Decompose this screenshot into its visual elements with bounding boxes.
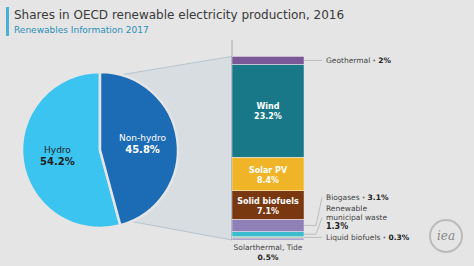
segment-value: 0.5% xyxy=(258,253,279,262)
segment-value: 8.4% xyxy=(257,176,279,185)
bar-stack xyxy=(232,56,304,240)
slice-label: Non-hydro xyxy=(119,133,166,143)
bar-segment xyxy=(232,64,304,157)
leader-line xyxy=(304,237,322,238)
segment-label: Renewablemunicipal waste xyxy=(326,204,388,222)
labels: Solarthermal, Tide0.5% Solid biofuels7.1%… xyxy=(234,56,410,262)
segment-value: 2% xyxy=(378,56,391,65)
leader-line xyxy=(304,217,322,234)
segment-value: 0.3% xyxy=(388,233,409,242)
bar-segment xyxy=(232,238,304,240)
segment-value: 23.2% xyxy=(254,112,282,121)
separator-dot xyxy=(373,59,375,61)
title: Shares in OECD renewable electricity pro… xyxy=(14,8,344,22)
slice-label: Hydro xyxy=(44,145,71,155)
segment-label: Biogases xyxy=(326,193,360,202)
chart: Shares in OECD renewable electricity pro… xyxy=(0,0,474,266)
bar-segment xyxy=(232,232,304,237)
logo-text: iea xyxy=(437,229,455,243)
segment-label: Liquid biofuels xyxy=(326,233,381,242)
segment-label: Solid biofuels xyxy=(237,197,299,206)
segment-label: Geothermal xyxy=(326,56,370,65)
pie xyxy=(22,72,178,228)
subtitle: Renewables Information 2017 xyxy=(14,25,149,35)
separator-dot xyxy=(383,236,385,238)
background xyxy=(0,0,474,266)
leader-line xyxy=(304,60,322,61)
pie-slice xyxy=(100,72,178,225)
accent-bar xyxy=(6,7,9,36)
bar-segment xyxy=(232,157,304,191)
segment-label: Solarthermal, Tide xyxy=(234,243,303,252)
segment-value: 7.1% xyxy=(257,207,279,216)
segment-value: 1.3% xyxy=(326,222,348,231)
bar-segment xyxy=(232,191,304,219)
segment-label: Wind xyxy=(257,102,280,111)
bar-segment xyxy=(232,56,304,64)
segment-label: Solar PV xyxy=(249,166,288,175)
slice-value: 45.8% xyxy=(125,144,160,155)
separator-dot xyxy=(363,196,365,198)
logo-ring xyxy=(430,220,462,252)
slice-value: 54.2% xyxy=(40,156,75,167)
leader-line xyxy=(304,197,322,225)
segment-value: 3.1% xyxy=(368,193,389,202)
connector xyxy=(100,56,232,240)
bar-segment xyxy=(232,219,304,231)
